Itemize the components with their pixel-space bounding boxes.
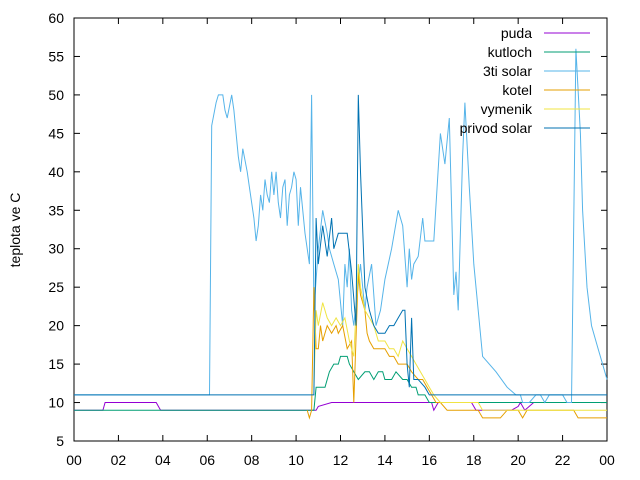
x-tick-label: 06: [199, 452, 215, 468]
legend: puda kutloch 3ti solar kotel vymenik privod s…: [460, 25, 590, 136]
y-tick-label: 45: [48, 125, 64, 141]
legend-label: kotel: [502, 82, 532, 98]
y-tick-label: 30: [48, 241, 64, 257]
x-tick-label: 04: [155, 452, 171, 468]
series-lines: [74, 48, 608, 420]
series-line-puda: [74, 401, 607, 412]
x-tick-label: 02: [111, 452, 127, 468]
y-tick-label: 40: [48, 164, 64, 180]
y-tick-label: 5: [56, 433, 64, 449]
series-line-privod-solar: [74, 94, 607, 396]
legend-label: puda: [501, 25, 532, 41]
y-tick-label: 55: [48, 48, 64, 64]
x-tick-label: 16: [422, 452, 438, 468]
series-line-vymenik: [313, 264, 607, 411]
x-tick-label: 00: [599, 452, 615, 468]
series-line-kotel: [306, 271, 607, 420]
legend-label: vymenik: [481, 101, 533, 117]
legend-label: kutloch: [488, 44, 532, 60]
y-tick-label: 20: [48, 318, 64, 334]
series-line-3ti-solar: [74, 48, 608, 404]
y-tick-label: 25: [48, 279, 64, 295]
x-tick-label: 20: [510, 452, 526, 468]
x-tick-label: 18: [466, 452, 482, 468]
y-axis-label: teplota ve C: [7, 193, 23, 268]
x-tick-label: 00: [66, 452, 82, 468]
series-line-kutloch: [74, 355, 607, 411]
y-tick-label: 35: [48, 202, 64, 218]
y-axis: 5 10 15 20 25 30 35 40 45 50 55 60: [48, 10, 607, 449]
y-tick-label: 10: [48, 395, 64, 411]
x-tick-label: 10: [288, 452, 304, 468]
legend-label: 3ti solar: [483, 63, 532, 79]
x-axis: 00 02 04 06 08 10 12 14 16 18 20 22 00: [66, 18, 615, 468]
y-tick-label: 50: [48, 87, 64, 103]
y-tick-label: 60: [48, 10, 64, 26]
x-tick-label: 22: [555, 452, 571, 468]
x-tick-label: 08: [244, 452, 260, 468]
y-tick-label: 15: [48, 356, 64, 372]
x-tick-label: 12: [333, 452, 349, 468]
x-tick-label: 14: [377, 452, 393, 468]
legend-label: privod solar: [460, 120, 533, 136]
